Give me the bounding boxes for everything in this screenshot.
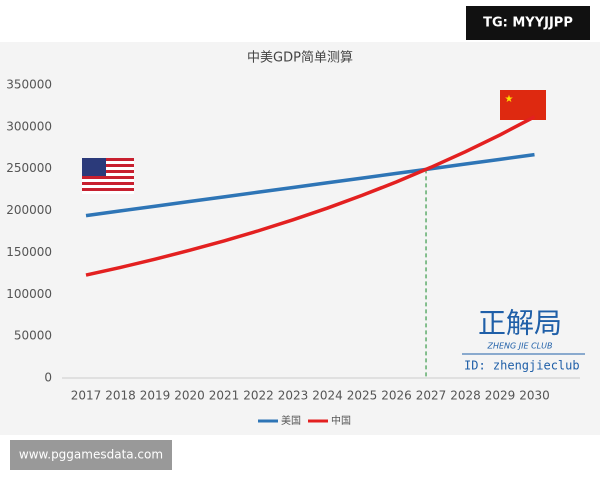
y-tick-label: 50000 — [14, 329, 52, 343]
china-flag: ★ — [500, 90, 546, 120]
y-tick-label: 250000 — [6, 161, 52, 175]
y-tick-label: 350000 — [6, 78, 52, 92]
x-tick-label: 2022 — [243, 389, 274, 403]
y-tick-label: 150000 — [6, 245, 52, 259]
x-tick-label: 2024 — [312, 389, 343, 403]
watermark-id: ID: zhengjieclub — [464, 359, 580, 373]
x-tick-label: 2029 — [485, 389, 516, 403]
legend-label: 中国 — [331, 414, 351, 427]
x-tick-label: 2023 — [278, 389, 309, 403]
y-tick-label: 200000 — [6, 203, 52, 217]
x-tick-label: 2017 — [71, 389, 102, 403]
badge-bg — [466, 6, 590, 40]
svg-text:★: ★ — [505, 94, 514, 105]
badge: TG: MYYJJPP — [483, 16, 573, 31]
x-tick-label: 2019 — [140, 389, 171, 403]
x-tick-label: 2028 — [450, 389, 481, 403]
x-tick-label: 2030 — [519, 389, 550, 403]
y-tick-label: 300000 — [6, 119, 52, 133]
y-tick-label: 100000 — [6, 287, 52, 301]
series-line — [85, 152, 535, 218]
watermark-club: ZHENG JIE CLUB — [487, 342, 553, 351]
x-tick-label: 2018 — [105, 389, 136, 403]
watermark-logo: 正解局 — [478, 307, 562, 340]
chart-title: 中美GDP简单测算 — [247, 50, 353, 66]
x-tick-label: 2027 — [416, 389, 447, 403]
x-tick-label: 2020 — [174, 389, 205, 403]
x-tick-label: 2026 — [381, 389, 412, 403]
x-tick-label: 2025 — [347, 389, 378, 403]
website: www.pggamesdata.com — [19, 448, 163, 462]
website-bg — [10, 440, 172, 470]
y-tick-label: 0 — [44, 371, 52, 385]
legend-label: 美国 — [281, 414, 301, 427]
us-flag — [82, 158, 134, 194]
series-line — [85, 115, 536, 277]
x-tick-label: 2021 — [209, 389, 240, 403]
watermark: 正解局 ZHENG JIE CLUB ID: zhengjieclub — [462, 307, 585, 373]
